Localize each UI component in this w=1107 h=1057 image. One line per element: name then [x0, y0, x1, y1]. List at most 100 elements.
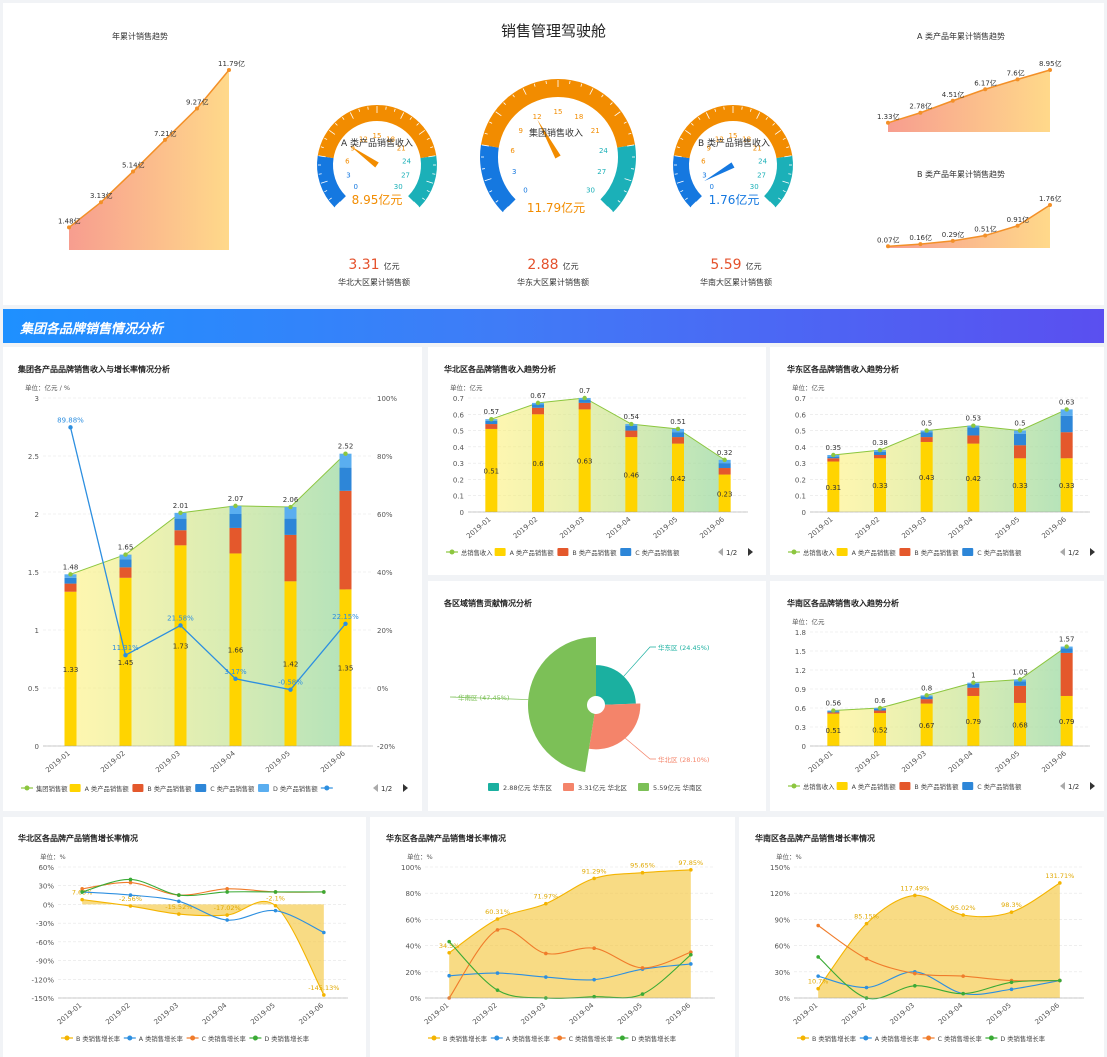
trend-point — [886, 244, 890, 249]
gauge-tick — [509, 121, 517, 127]
gauge-tick — [334, 122, 338, 126]
x-tick-label: 2019-02 — [104, 1001, 132, 1026]
gauge-needle — [350, 145, 379, 168]
gauge-tick — [786, 146, 790, 149]
trend-point — [918, 242, 923, 247]
trend-label: 7.21亿 — [154, 129, 177, 138]
gauge-tick — [691, 175, 699, 179]
y-tick-label: 40% — [405, 943, 421, 951]
growth-point — [177, 912, 181, 916]
growth-point — [273, 903, 278, 908]
gauge-tick — [334, 201, 341, 208]
y-tick-label: 0.6 — [453, 411, 465, 419]
gauge-tick — [628, 132, 632, 135]
growth-point — [322, 890, 326, 894]
gauge-tick — [756, 112, 761, 119]
bar-a — [485, 428, 498, 512]
growth-line — [449, 963, 691, 981]
x-tick-label: 2019-06 — [319, 749, 347, 774]
trend-label: 11.79亿 — [218, 59, 245, 68]
total-line — [833, 408, 1067, 456]
gauge-tick — [782, 180, 790, 184]
growth-label: 95.02% — [951, 904, 976, 912]
total-point — [831, 452, 836, 458]
gauge-tick — [412, 145, 416, 148]
trend-area — [69, 70, 229, 250]
gauge-tick — [320, 180, 328, 184]
section-banner: 集团各品牌销售情况分析 — [3, 309, 1104, 343]
gauge-tick-label: 9 — [706, 144, 710, 152]
y-tick-label: 0% — [779, 995, 790, 1003]
x-tick-label: 2019-03 — [520, 1001, 548, 1026]
gauge-tick-label: 18 — [574, 113, 583, 121]
x-tick-label: 2019-05 — [264, 749, 292, 774]
legend-label: A 类销售增长率 — [506, 1034, 550, 1043]
gauge-tick — [599, 121, 607, 127]
total-point — [877, 705, 883, 711]
bar-b — [920, 437, 933, 442]
total-label: 1.65 — [118, 544, 134, 552]
trend-label: 3.13亿 — [90, 191, 113, 200]
bar-d — [229, 505, 242, 514]
gauge-tick — [405, 139, 413, 145]
gauge-tick — [697, 139, 705, 145]
trend-label: 4.51亿 — [942, 90, 965, 99]
total-point — [288, 504, 293, 510]
gauge-tick — [694, 182, 698, 185]
y2-tick-label: 20% — [377, 627, 393, 635]
legend-swatch — [899, 548, 911, 556]
growth-label: -0.58% — [278, 679, 303, 687]
growth-label: 89.88% — [57, 416, 84, 424]
x-tick-label: 2019-02 — [471, 1001, 499, 1026]
total-label: 0.6 — [874, 697, 886, 705]
growth-label: 21.58% — [167, 614, 194, 622]
gauge-tick — [392, 126, 397, 134]
legend-swatch — [195, 784, 207, 792]
y-tick-label: 80% — [405, 890, 421, 898]
x-tick-label: 2019-03 — [153, 1001, 181, 1026]
bar-a — [119, 577, 132, 746]
gauge-tick — [749, 108, 752, 112]
y-tick-label: 20% — [405, 969, 421, 977]
gauge-tick — [609, 147, 617, 150]
gauge-tick — [505, 181, 509, 185]
trend-label: 5.14亿 — [122, 161, 145, 170]
gauge-tick — [539, 100, 542, 104]
growth-label: -145.13% — [308, 984, 339, 992]
total-label: 2.01 — [173, 502, 189, 510]
bar-c — [1014, 681, 1026, 686]
growth-point — [1058, 881, 1062, 885]
growth-point — [864, 985, 869, 990]
stat-south: 5.59 亿元 华南大区累计销售额 — [656, 254, 816, 288]
y-tick-label: 100% — [401, 864, 421, 872]
total-line — [833, 646, 1067, 712]
growth-point — [864, 956, 869, 961]
gauge-tick — [685, 197, 688, 201]
stat-north-num: 3.31 — [348, 257, 380, 273]
bar-label: 0.31 — [826, 484, 842, 492]
legend-swatch — [563, 783, 574, 791]
legend-swatch — [926, 1035, 932, 1041]
y-tick-label: 1.8 — [795, 629, 806, 637]
east-title: 华东区各品牌销售收入趋势分析 — [787, 365, 899, 374]
gauge-tick — [533, 83, 536, 87]
trend-point — [163, 137, 167, 142]
y-tick-label: -60% — [36, 939, 54, 947]
legend-swatch — [494, 1035, 500, 1041]
bar-c — [284, 518, 297, 535]
gauge-band-mid — [673, 104, 793, 159]
growth-point — [447, 951, 451, 955]
legend-swatch — [836, 782, 848, 790]
gauge-tick — [393, 108, 396, 112]
total-point — [178, 510, 183, 516]
legend-label: C 类销售增长率 — [202, 1034, 246, 1043]
legend-swatch — [791, 783, 797, 789]
stat-north-label: 华北大区累计销售额 — [338, 278, 410, 287]
y2-tick-label: 100% — [377, 395, 397, 403]
y-tick-label: 0.5 — [453, 428, 464, 436]
y-tick-label: 0.5 — [28, 685, 39, 693]
legend-swatch — [557, 1035, 563, 1041]
stat-east-label: 华东大区累计销售额 — [517, 278, 589, 287]
y-tick-label: 0.4 — [795, 444, 807, 452]
growth-label: -2.1% — [266, 895, 285, 903]
